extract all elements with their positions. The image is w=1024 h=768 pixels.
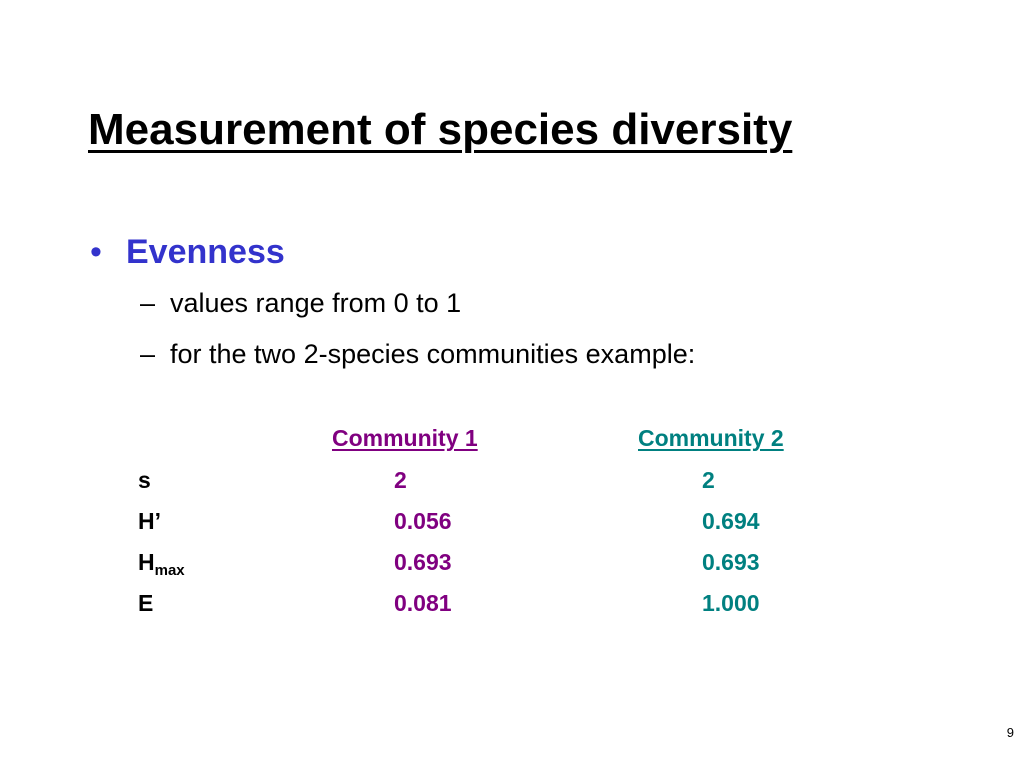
page-number: 9 — [1006, 725, 1014, 740]
table-cell: 2 — [702, 467, 715, 493]
bullet-text: Evenness — [126, 233, 285, 271]
sub-item-dash: – — [140, 288, 156, 318]
bullet-item-evenness: • Evenness — [90, 232, 285, 273]
sub-item-example: – for the two 2-species communities exam… — [140, 338, 695, 370]
sub-item-range: – values range from 0 to 1 — [140, 287, 461, 319]
column-header-community-2: Community 2 — [638, 425, 784, 451]
table-cell: 0.081 — [394, 590, 452, 616]
table-cell: 2 — [394, 467, 407, 493]
column-header-community-1: Community 1 — [332, 425, 478, 451]
row-label-s: s — [138, 467, 151, 493]
row-label-h-max-base: H — [138, 549, 155, 575]
table-cell: 0.694 — [702, 508, 760, 534]
bullet-marker: • — [90, 233, 102, 271]
row-label-h-prime: H’ — [138, 508, 161, 534]
sub-item-dash: – — [140, 339, 156, 369]
row-label-h-max-subscript: max — [154, 562, 185, 579]
sub-item-text: values range from 0 to 1 — [170, 288, 462, 318]
table-cell: 0.693 — [702, 549, 760, 575]
table-cell: 0.693 — [394, 549, 452, 575]
slide-title: Measurement of species diversity — [88, 105, 793, 154]
row-label-e: E — [138, 590, 154, 616]
table-cell: 0.056 — [394, 508, 452, 534]
row-label-h-max: Hmax — [138, 549, 185, 580]
sub-item-text: for the two 2-species communities exampl… — [170, 339, 696, 369]
table-cell: 1.000 — [702, 590, 760, 616]
